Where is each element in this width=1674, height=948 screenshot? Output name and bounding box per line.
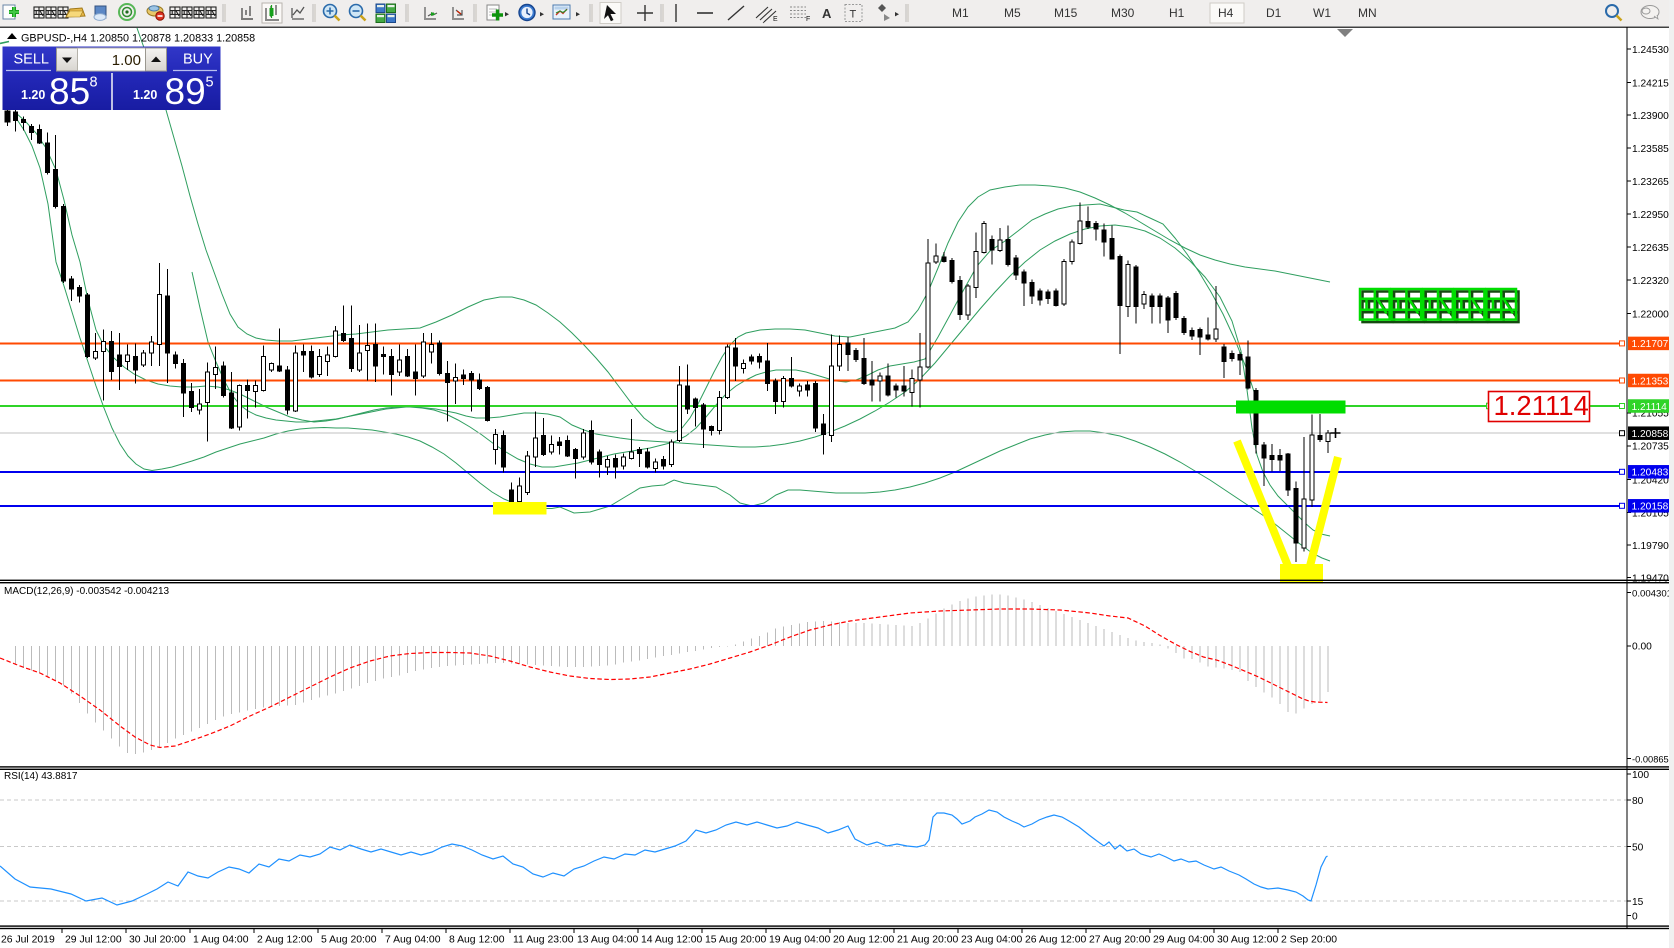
svg-text:1.23900: 1.23900 [1632,111,1669,122]
svg-text:H1: H1 [1169,6,1185,20]
svg-text:1.21055: 1.21055 [1632,409,1669,420]
svg-text:26 Aug 12:00: 26 Aug 12:00 [1025,935,1086,946]
svg-text:-0.008651: -0.008651 [1632,754,1674,764]
svg-text:BUY: BUY [183,52,213,68]
svg-text:20 Aug 12:00: 20 Aug 12:00 [833,935,894,946]
svg-text:1.19470: 1.19470 [1632,573,1669,584]
svg-text:1.20158: 1.20158 [1632,502,1669,513]
svg-text:E: E [773,16,778,23]
svg-text:15: 15 [1632,897,1644,908]
svg-text:26 Jul 2019: 26 Jul 2019 [1,935,55,946]
svg-text:14 Aug 12:00: 14 Aug 12:00 [641,935,702,946]
svg-text:1.24215: 1.24215 [1632,78,1669,89]
svg-text:29 Aug 04:00: 29 Aug 04:00 [1153,935,1214,946]
svg-text:1.21114: 1.21114 [1632,402,1668,413]
svg-text:1 Aug 04:00: 1 Aug 04:00 [193,935,249,946]
svg-text:27 Aug 20:00: 27 Aug 20:00 [1089,935,1150,946]
svg-text:D1: D1 [1266,6,1282,20]
svg-text:30 Aug 12:00: 30 Aug 12:00 [1217,935,1278,946]
svg-text:1.20420: 1.20420 [1632,475,1669,486]
svg-text:2 Sep 20:00: 2 Sep 20:00 [1281,935,1337,946]
svg-text:MACD(12,26,9) -0.003542 -0.004: MACD(12,26,9) -0.003542 -0.004213 [4,586,170,597]
svg-text:F: F [806,16,810,23]
svg-text:1.24530: 1.24530 [1632,45,1669,56]
svg-text:89: 89 [165,71,206,112]
svg-text:1.20483: 1.20483 [1632,468,1669,479]
svg-text:SELL: SELL [14,52,49,68]
svg-text:RSI(14) 43.8817: RSI(14) 43.8817 [4,771,78,782]
svg-text:1.21353: 1.21353 [1632,376,1669,387]
svg-text:11 Aug 23:00: 11 Aug 23:00 [513,935,574,946]
svg-text:1.20735: 1.20735 [1632,442,1669,453]
svg-text:H4: H4 [1218,6,1234,20]
svg-text:15 Aug 20:00: 15 Aug 20:00 [705,935,766,946]
svg-text:2 Aug 12:00: 2 Aug 12:00 [257,935,313,946]
svg-text:85: 85 [49,71,90,112]
svg-text:GBPUSD-,H4 1.20850 1.20878 1.: GBPUSD-,H4 1.20850 1.20878 1.20833 1.208… [21,33,255,45]
svg-text:1.21707: 1.21707 [1632,339,1669,350]
svg-text:1.21114: 1.21114 [1494,390,1589,421]
svg-text:0.004301: 0.004301 [1632,588,1672,599]
svg-text:W1: W1 [1313,6,1331,20]
svg-text:T: T [850,9,857,21]
svg-text:0.00: 0.00 [1632,642,1652,653]
svg-text:8 Aug 12:00: 8 Aug 12:00 [449,935,505,946]
svg-text:MN: MN [1358,6,1377,20]
svg-text:1.23265: 1.23265 [1632,177,1669,188]
svg-text:M1: M1 [952,6,969,20]
svg-text:8: 8 [90,75,98,91]
svg-text:5 Aug 20:00: 5 Aug 20:00 [321,935,377,946]
svg-text:21 Aug 20:00: 21 Aug 20:00 [897,935,958,946]
svg-text:1.00: 1.00 [112,52,141,69]
svg-text:M5: M5 [1004,6,1021,20]
svg-text:1.22320: 1.22320 [1632,276,1669,287]
svg-text:1.23585: 1.23585 [1632,144,1669,155]
svg-text:1.20105: 1.20105 [1632,508,1669,519]
svg-text:30 Jul 20:00: 30 Jul 20:00 [129,935,186,946]
svg-text:1.22000: 1.22000 [1632,309,1669,320]
svg-text:1.19790: 1.19790 [1632,541,1669,552]
svg-text:M15: M15 [1054,6,1078,20]
svg-text:1.20: 1.20 [21,88,45,102]
svg-text:M30: M30 [1111,6,1135,20]
svg-text:19 Aug 04:00: 19 Aug 04:00 [769,935,830,946]
svg-text:50: 50 [1632,842,1644,853]
svg-text:1.20: 1.20 [133,88,157,102]
svg-text:100: 100 [1632,770,1649,781]
svg-text:1.22635: 1.22635 [1632,243,1669,254]
svg-text:7 Aug 04:00: 7 Aug 04:00 [385,935,441,946]
svg-text:1.22950: 1.22950 [1632,210,1669,221]
svg-text:80: 80 [1632,796,1644,807]
svg-text:13 Aug 04:00: 13 Aug 04:00 [577,935,638,946]
svg-text:23 Aug 04:00: 23 Aug 04:00 [961,935,1022,946]
svg-text:A: A [822,6,832,21]
svg-text:5: 5 [206,75,214,91]
svg-text:29 Jul 12:00: 29 Jul 12:00 [65,935,122,946]
svg-text:1.20858: 1.20858 [1632,429,1669,440]
svg-text:0: 0 [1632,911,1638,922]
